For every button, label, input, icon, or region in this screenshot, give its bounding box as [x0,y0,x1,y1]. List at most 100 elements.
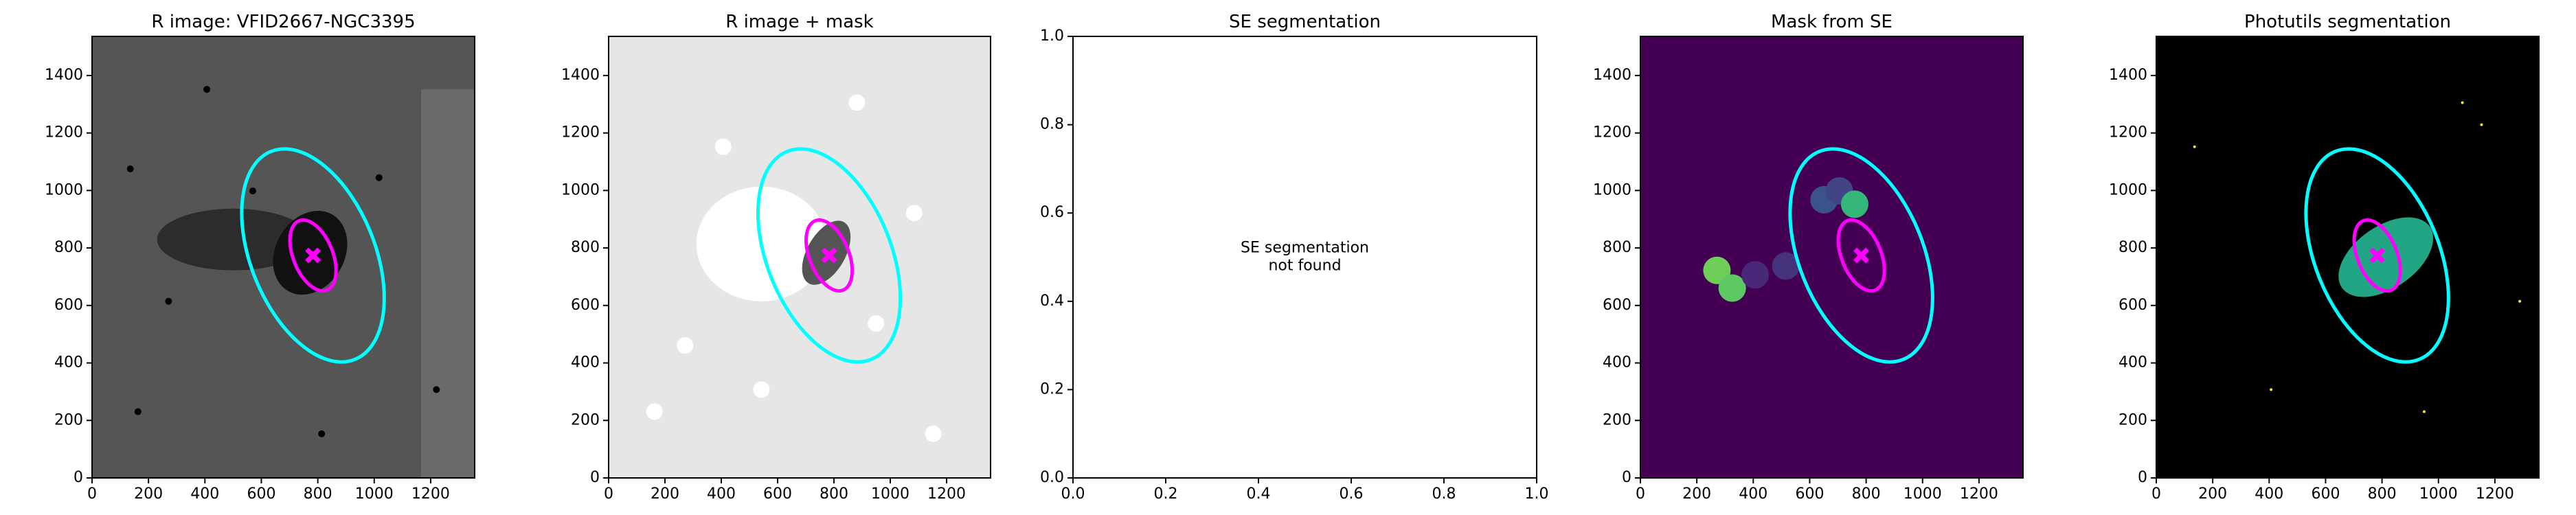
star [318,430,326,437]
segment-dot [2270,388,2273,391]
x-tick-label: 0 [604,485,613,503]
x-tick-label: 800 [820,485,848,503]
y-tick-label: 0.6 [1040,204,1064,221]
x-tick-label: 1.0 [1525,485,1549,503]
mask-disc [1840,190,1868,218]
y-tick-label: 1.0 [1040,27,1064,45]
x-tick-label: 800 [304,485,332,503]
y-tick-label: 1400 [561,67,600,84]
x-tick-label: 400 [190,485,219,503]
center-marker [1853,247,1870,264]
mask-disc [714,138,732,155]
panel: 0 200 400 600 800 1000 1200 0 200 400 600 800 1000 12… [45,12,475,503]
axes-frame [2156,36,2540,479]
y-tick-label: 0.4 [1040,293,1064,310]
y-tick-label: 1000 [2109,181,2147,198]
y-tick-label: 1000 [561,181,600,198]
aperture-ellipse [2352,218,2402,293]
x-tick-label: 0.4 [1247,485,1271,503]
star [165,297,172,305]
x-tick-label: 400 [707,485,736,503]
aperture-ellipse [1788,147,1934,364]
plot-area [609,36,991,478]
y-tick-label: 800 [571,239,600,256]
mask-disc [1741,261,1770,289]
plot-area [2156,36,2539,478]
y-tick-label: 1400 [1593,67,1631,84]
aperture-ellipse [1836,218,1886,293]
mask-disc [925,425,942,442]
edge-band [421,89,475,478]
mask-disc [868,314,885,332]
star [249,187,256,195]
mask-disc [646,403,663,420]
y-tick-label: 600 [1603,297,1631,314]
x-tick-label: 0 [87,485,97,503]
y-tick-label: 1000 [1593,181,1631,198]
y-tick-label: 200 [1603,411,1631,428]
center-marker [821,247,837,264]
plot-area [1073,36,1537,478]
y-tick-label: 800 [1603,239,1631,256]
axes-frame [1640,36,2024,479]
segment-dot [2193,145,2196,148]
x-tick-label: 0 [2151,485,2161,503]
panel-title: Mask from SE [1771,12,1893,32]
aperture-ellipse [288,218,338,293]
x-tick-label: 400 [1739,485,1767,503]
y-tick-label: 400 [2119,354,2147,371]
star [126,165,134,172]
y-tick-label: 1200 [45,124,83,141]
x-tick-label: 1000 [1903,485,1942,503]
aperture-ellipse [804,218,855,293]
panel-title: R image: VFID2667-NGC3395 [151,12,415,32]
panel-title: SE segmentation [1229,12,1381,32]
y-tick-label: 0 [74,469,83,486]
x-tick-label: 0.6 [1340,485,1364,503]
x-tick-label: 0 [1636,485,1645,503]
x-tick-label: 0.2 [1154,485,1178,503]
y-tick-label: 800 [54,239,83,256]
y-tick-label: 0.8 [1040,116,1064,133]
y-tick-label: 1400 [45,67,83,84]
y-tick-label: 1000 [45,181,83,198]
x-tick-label: 600 [1795,485,1824,503]
y-tick-label: 600 [2119,297,2147,314]
x-tick-label: 400 [2255,485,2283,503]
mask-disc [1718,274,1746,302]
x-tick-label: 600 [247,485,275,503]
star [203,86,211,93]
star [134,408,142,415]
x-tick-label: 800 [1852,485,1881,503]
annotation: not found [1268,258,1341,275]
mask-disc [905,205,923,222]
y-tick-label: 1200 [1593,124,1631,141]
segment-dot [2422,410,2426,413]
panel: 0 200 400 600 800 1000 1200 0 200 400 600 800 1000 12… [1593,12,2024,503]
y-tick-label: 400 [1603,354,1631,371]
y-tick-label: 0.2 [1040,380,1064,398]
x-tick-label: 200 [134,485,163,503]
y-tick-label: 0 [1622,469,1631,486]
x-tick-label: 1000 [871,485,909,503]
galaxy-halo [157,208,310,271]
segment [2338,217,2434,297]
y-tick-label: 400 [54,354,83,371]
plot-area [92,36,475,478]
panel: 0 200 400 600 800 1000 1200 0 200 400 600 800 1000 12… [2109,12,2540,503]
mask-disc [677,337,694,354]
y-tick-label: 200 [571,411,600,428]
segment-dot [2518,299,2522,303]
y-tick-label: 0 [590,469,600,486]
x-tick-label: 1000 [2419,485,2458,503]
y-tick-label: 200 [2119,411,2147,428]
x-tick-label: 200 [651,485,679,503]
annotation: SE segmentation [1241,240,1369,257]
aperture-ellipse [2304,147,2450,364]
plot-area [1640,36,2023,478]
y-tick-label: 400 [571,354,600,371]
y-tick-label: 200 [54,411,83,428]
panel-title: Photutils segmentation [2244,12,2451,32]
x-tick-label: 200 [2198,485,2227,503]
